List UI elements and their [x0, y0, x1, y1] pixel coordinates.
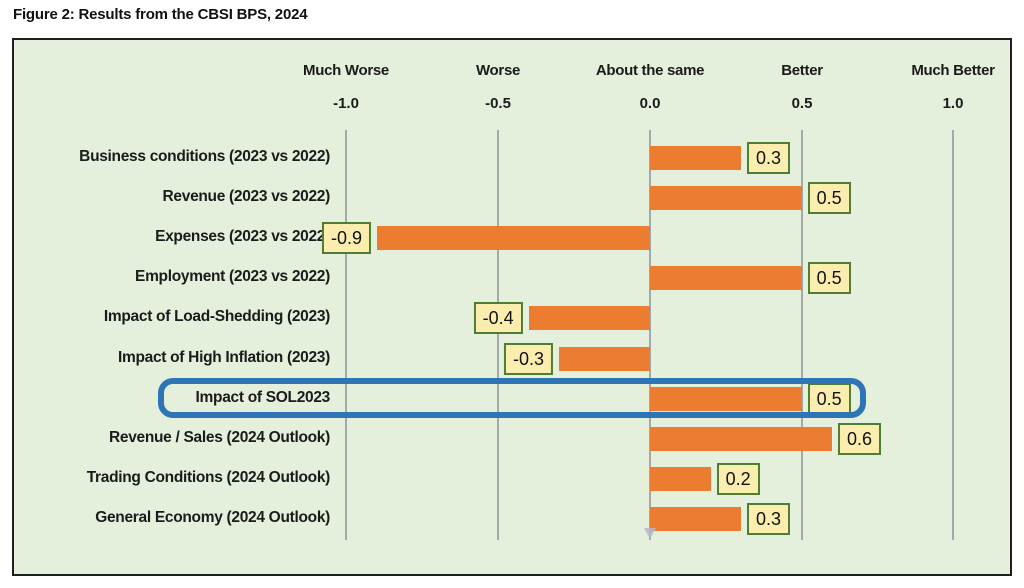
pointer-arrow-icon — [644, 528, 656, 539]
bar — [650, 146, 741, 170]
gridline-neg05 — [497, 130, 499, 540]
category-label: General Economy (2024 Outlook) — [95, 509, 330, 526]
gridline-pos05 — [801, 130, 803, 540]
value-label: -0.9 — [321, 222, 372, 254]
value-label: 0.3 — [746, 503, 791, 535]
category-label: Revenue / Sales (2024 Outlook) — [108, 429, 330, 446]
category-label: Employment (2023 vs 2022) — [135, 268, 330, 285]
value-label: 0.6 — [837, 423, 881, 455]
value-label: 0.3 — [746, 142, 791, 174]
category-label: Revenue (2023 vs 2022) — [162, 188, 331, 205]
bar — [650, 387, 802, 411]
scale-tick-neg05: -0.5 — [485, 95, 511, 112]
chart-area: Much Worse Worse About the same Better M… — [12, 38, 1012, 576]
bar — [650, 507, 741, 531]
scale-tick-neg1: -1.0 — [333, 95, 359, 112]
bar — [559, 347, 650, 371]
scale-tick-pos1: 1.0 — [942, 95, 964, 112]
bar — [650, 467, 711, 491]
category-label: Expenses (2023 vs 2022) — [155, 228, 330, 245]
category-label: Business conditions (2023 vs 2022) — [79, 148, 330, 165]
bar — [650, 266, 802, 290]
plot-area: Much Worse Worse About the same Better M… — [14, 40, 1010, 574]
value-label: -0.3 — [503, 343, 553, 375]
scale-label-much-worse: Much Worse — [303, 62, 389, 79]
bar — [377, 226, 650, 250]
scale-tick-zero: 0.0 — [639, 95, 661, 112]
scale-label-better: Better — [781, 62, 823, 79]
bar — [650, 186, 802, 210]
bar — [650, 427, 832, 451]
value-label: 0.5 — [807, 262, 851, 294]
value-label: 0.5 — [807, 182, 851, 214]
value-label: -0.4 — [473, 302, 523, 334]
gridline-zero — [649, 130, 651, 540]
bar — [528, 306, 650, 330]
gridline-pos1 — [952, 130, 954, 540]
category-label: Impact of Load-Shedding (2023) — [103, 308, 330, 325]
category-label: Impact of SOL2023 — [195, 389, 331, 406]
scale-tick-pos05: 0.5 — [791, 95, 813, 112]
value-label: 0.2 — [716, 463, 760, 495]
category-label: Impact of High Inflation (2023) — [117, 349, 330, 366]
scale-label-much-better: Much Better — [911, 62, 995, 79]
category-label: Trading Conditions (2024 Outlook) — [86, 469, 331, 486]
gridline-neg1 — [345, 130, 347, 540]
scale-label-about-the-same: About the same — [595, 62, 705, 79]
value-label: 0.5 — [807, 383, 851, 415]
scale-label-worse: Worse — [475, 62, 521, 79]
figure-title: Figure 2: Results from the CBSI BPS, 202… — [13, 6, 308, 23]
